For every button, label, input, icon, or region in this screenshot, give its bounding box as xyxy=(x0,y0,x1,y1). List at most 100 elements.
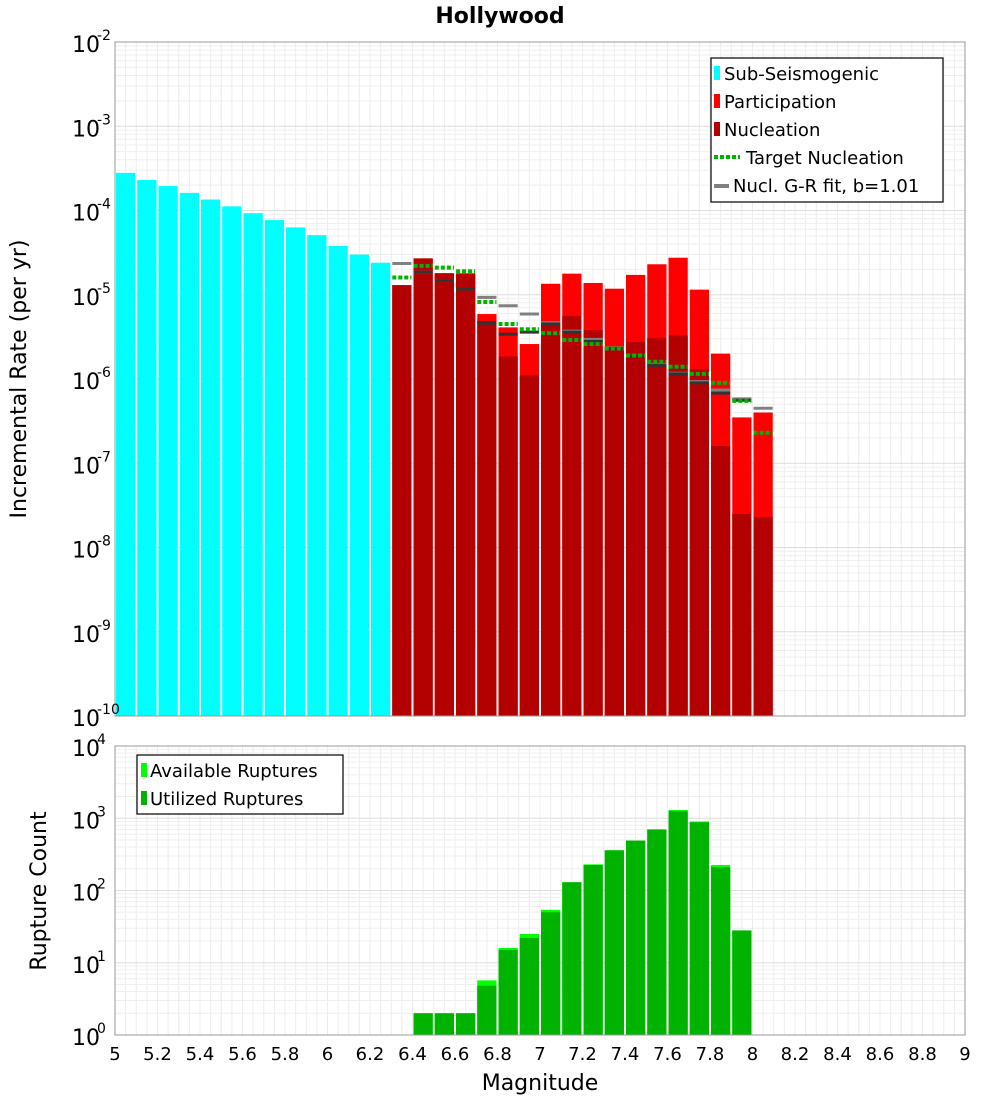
nucleation-bar xyxy=(583,330,603,716)
count-y-tick-label: 10 xyxy=(72,954,100,979)
nucleation-bar xyxy=(519,375,539,716)
sub-seismogenic-bar xyxy=(222,206,242,716)
rate-y-tick-exponent: -6 xyxy=(97,365,111,381)
rate-y-tick-exponent: -4 xyxy=(97,197,111,213)
sub-seismogenic-bar xyxy=(307,235,327,716)
nucleation-bar xyxy=(732,513,752,716)
nucleation-bar xyxy=(753,517,773,716)
chart-title: Hollywood xyxy=(435,4,564,29)
rate-y-tick-exponent: -2 xyxy=(97,28,111,44)
rate-legend-box xyxy=(710,57,944,203)
x-tick-label: 9 xyxy=(959,1044,970,1065)
x-tick-label: 5.4 xyxy=(186,1044,215,1065)
x-tick-label: 6 xyxy=(322,1044,333,1065)
sub-seismogenic-bar xyxy=(243,213,263,716)
legend-label-participation: Participation xyxy=(724,92,836,113)
x-tick-label: 6.8 xyxy=(483,1044,512,1065)
x-tick-label: 6.6 xyxy=(441,1044,470,1065)
x-tick-label: 8.2 xyxy=(781,1044,810,1065)
count-y-tick-exponent: 4 xyxy=(97,732,106,748)
rate-panel-bars xyxy=(116,172,773,717)
rate-y-tick-label: 10 xyxy=(72,539,100,564)
utilized-ruptures-bar xyxy=(519,938,539,1035)
utilized-ruptures-bar xyxy=(689,822,709,1035)
x-tick-label: 8.8 xyxy=(908,1044,937,1065)
x-tick-label: 7.4 xyxy=(611,1044,640,1065)
count-y-tick-label: 10 xyxy=(72,882,100,907)
legend-swatch-utilized xyxy=(141,791,147,805)
sub-seismogenic-bar xyxy=(264,220,284,716)
count-panel-frame xyxy=(114,745,966,1036)
legend-swatch-available xyxy=(141,763,147,777)
legend-label-nucleation: Nucleation xyxy=(724,120,820,141)
count-y-tick-exponent: 1 xyxy=(97,949,106,965)
count-y-tick-label: 10 xyxy=(72,737,100,762)
utilized-ruptures-bar xyxy=(626,840,646,1035)
rate-y-tick-label: 10 xyxy=(72,370,100,395)
legend-swatch-sub-seismogenic xyxy=(714,66,720,80)
nucleation-bar xyxy=(434,273,454,716)
nucleation-bar xyxy=(413,258,433,716)
legend-label-sub-seismogenic: Sub-Seismogenic xyxy=(724,64,879,85)
nucleation-bar xyxy=(541,323,561,716)
rate-y-tick-label: 10 xyxy=(72,117,100,142)
utilized-ruptures-bar xyxy=(647,829,667,1035)
count-y-tick-label: 10 xyxy=(72,1026,100,1051)
utilized-ruptures-bar xyxy=(434,1013,454,1035)
x-tick-label: 8.4 xyxy=(823,1044,852,1065)
utilized-ruptures-bar xyxy=(413,1013,433,1035)
count-legend: Available Ruptures Utilized Ruptures xyxy=(136,754,344,815)
count-y-tick-exponent: 0 xyxy=(97,1021,106,1037)
rate-y-tick-label: 10 xyxy=(72,286,100,311)
rate-panel-markers xyxy=(392,261,773,435)
nucleation-bar xyxy=(711,446,731,716)
x-tick-label: 7.6 xyxy=(653,1044,682,1065)
rate-y-tick-exponent: -7 xyxy=(97,449,111,465)
count-legend-box xyxy=(136,754,344,815)
rate-y-tick-label: 10 xyxy=(72,33,100,58)
nucleation-bar xyxy=(604,346,624,716)
sub-seismogenic-bar xyxy=(371,262,391,716)
utilized-ruptures-bar xyxy=(498,950,518,1035)
count-y-tick-exponent: 2 xyxy=(97,877,106,893)
rate-y-tick-label: 10 xyxy=(72,623,100,648)
x-tick-label: 7.8 xyxy=(696,1044,725,1065)
x-tick-label: 7.2 xyxy=(568,1044,597,1065)
rate-panel-frame xyxy=(114,41,966,717)
utilized-ruptures-bar xyxy=(541,912,561,1035)
rate-y-tick-exponent: -5 xyxy=(97,281,111,297)
nucleation-bar xyxy=(626,341,646,716)
x-axis-ticks: 5 5.2 5.4 5.6 5.8 6 6.2 6.4 6.6 6.8 7 7.2 7.4 7.6 7.8 8… xyxy=(109,1044,970,1065)
legend-swatch-participation xyxy=(714,94,720,108)
rate-legend: Sub-Seismogenic Participation Nucleation… xyxy=(710,57,944,203)
utilized-ruptures-bar xyxy=(583,865,603,1035)
sub-seismogenic-bar xyxy=(201,199,221,716)
utilized-ruptures-bar xyxy=(477,985,497,1035)
rate-y-tick-exponent: -8 xyxy=(97,534,111,550)
utilized-ruptures-bar xyxy=(604,850,624,1035)
rate-y-tick-exponent: -9 xyxy=(97,618,111,634)
x-tick-label: 5.6 xyxy=(228,1044,257,1065)
legend-swatch-nucleation xyxy=(714,122,720,136)
nucleation-bar xyxy=(392,285,412,716)
count-y-tick-label: 10 xyxy=(72,809,100,834)
sub-seismogenic-bar xyxy=(349,254,369,716)
x-tick-label: 8 xyxy=(747,1044,758,1065)
x-tick-label: 7 xyxy=(534,1044,545,1065)
x-axis-label: Magnitude xyxy=(482,1071,599,1096)
sub-seismogenic-bar xyxy=(137,180,157,717)
utilized-ruptures-bar xyxy=(562,882,582,1035)
rate-y-tick-label: 10 xyxy=(72,707,100,732)
sub-seismogenic-bar xyxy=(179,192,199,716)
nucleation-bar xyxy=(562,315,582,716)
nucleation-bar xyxy=(456,274,476,716)
utilized-ruptures-bar xyxy=(668,811,688,1035)
legend-label-target-nucleation: Target Nucleation xyxy=(745,148,904,169)
nucleation-bar xyxy=(477,320,497,716)
x-tick-label: 5.2 xyxy=(143,1044,172,1065)
count-panel-bars xyxy=(413,810,752,1035)
